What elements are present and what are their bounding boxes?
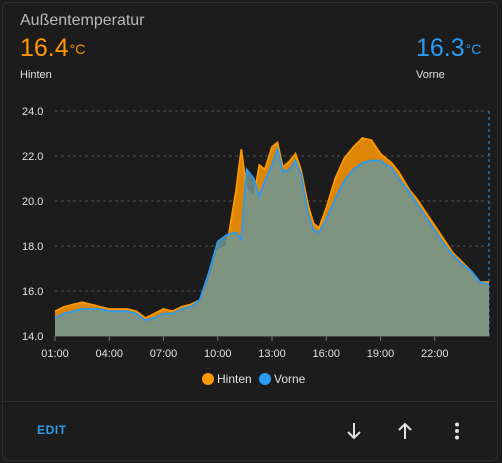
chart-series: [54, 137, 490, 336]
temperature-chart[interactable]: 14.0 16.0 18.0 20.0 22.0 24.0 01:00 04:00 07:00…: [3, 98, 498, 393]
sensor-vorne-name: Vorne: [416, 69, 445, 81]
x-tick-label: 22:00: [421, 348, 449, 360]
x-tick-label: 10:00: [204, 348, 232, 360]
sensor-hinten-name: Hinten: [20, 69, 52, 81]
legend-label: Vorne: [274, 372, 306, 386]
y-axis: 14.0 16.0 18.0 20.0 22.0 24.0: [22, 106, 43, 343]
sensor-vorne-unit: °C: [465, 41, 482, 57]
x-tick-label: 19:00: [367, 348, 395, 360]
x-axis: 01:00 04:00 07:00 10:00 13:00 16:00 19:00 22:00: [41, 336, 449, 360]
legend-marker: [259, 373, 271, 385]
chart-legend[interactable]: Hinten Vorne: [202, 372, 306, 386]
x-tick-label: 16:00: [312, 348, 340, 360]
legend-item-vorne[interactable]: Vorne: [259, 372, 306, 386]
y-tick-label: 14.0: [22, 331, 43, 343]
series-line-hinten: [54, 137, 489, 320]
sensor-vorne-value: 16.3: [416, 34, 465, 62]
arrow-down-icon[interactable]: [342, 419, 366, 443]
x-tick-label: 13:00: [258, 348, 286, 360]
edit-button[interactable]: EDIT: [37, 423, 67, 437]
series-line-vorne: [54, 145, 490, 322]
card-divider: [3, 401, 497, 402]
more-vert-icon[interactable]: [445, 419, 469, 443]
series-area-vorne: [55, 149, 489, 336]
legend-marker: [202, 373, 214, 385]
y-tick-label: 16.0: [22, 286, 43, 298]
legend-item-hinten[interactable]: Hinten: [202, 372, 252, 386]
sensor-card: Außentemperatur 16.4°C Hinten 16.3°C Vor…: [2, 2, 498, 461]
x-tick-label: 04:00: [95, 348, 123, 360]
legend-label: Hinten: [217, 372, 252, 386]
y-tick-label: 22.0: [22, 151, 43, 163]
x-tick-label: 01:00: [41, 348, 69, 360]
y-tick-label: 24.0: [22, 106, 43, 118]
y-tick-label: 20.0: [22, 196, 43, 208]
y-tick-label: 18.0: [22, 241, 43, 253]
arrow-up-icon[interactable]: [393, 419, 417, 443]
card-title: Außentemperatur: [20, 12, 145, 29]
sensor-hinten-unit: °C: [69, 41, 86, 57]
x-tick-label: 07:00: [150, 348, 178, 360]
sensor-hinten[interactable]: 16.4°C Hinten: [20, 34, 86, 82]
sensor-hinten-value: 16.4: [20, 34, 69, 62]
sensor-vorne[interactable]: 16.3°C Vorne: [416, 34, 482, 82]
